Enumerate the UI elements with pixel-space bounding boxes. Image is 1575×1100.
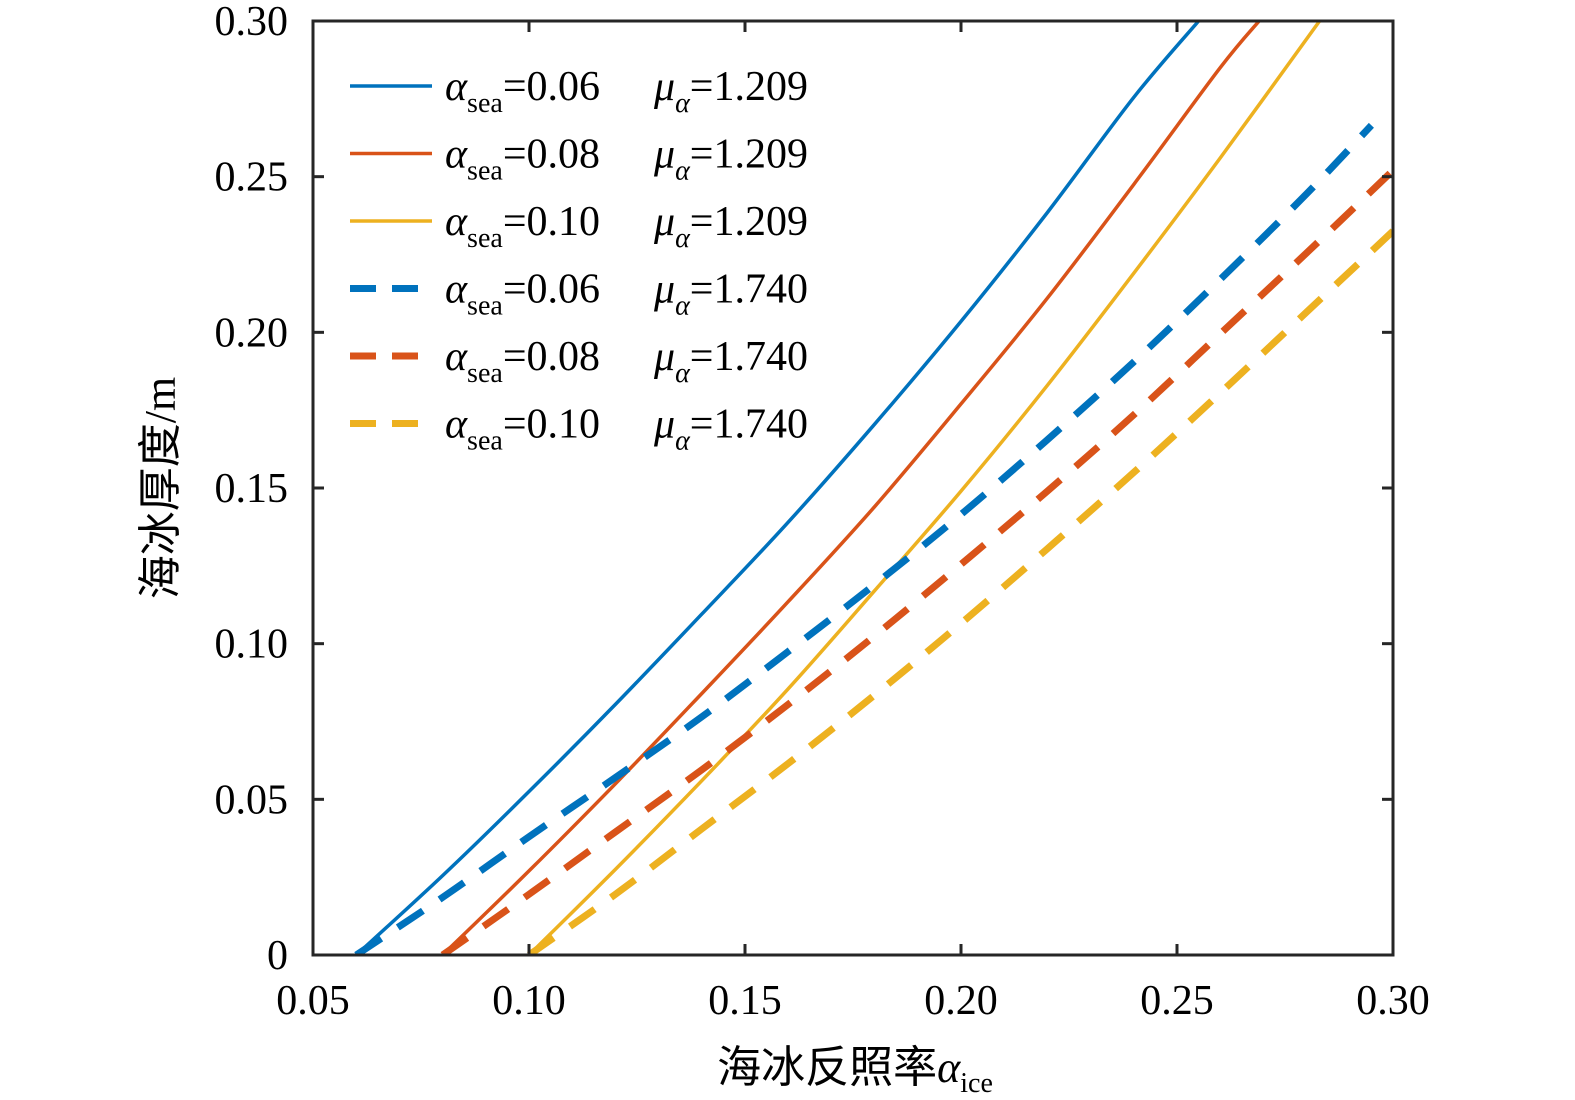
x-tick-label: 0.15 — [708, 978, 782, 1024]
series-line-4 — [354, 122, 1374, 955]
legend-label-5: αsea=0.08 μα=1.740 — [445, 334, 808, 389]
x-axis-label: 海冰反照率αice — [717, 1043, 993, 1099]
x-tick-label: 0.20 — [924, 978, 998, 1024]
y-tick-label: 0.25 — [215, 155, 289, 201]
legend-label-2: αsea=0.08 μα=1.209 — [445, 132, 808, 187]
legend-label-1: αsea=0.06 μα=1.209 — [445, 64, 808, 119]
series-line-5 — [440, 167, 1393, 955]
x-tick-label: 0.05 — [276, 978, 350, 1024]
series-layer — [354, 21, 1393, 955]
legend-label-4: αsea=0.06 μα=1.740 — [445, 267, 808, 322]
y-tick-label: 0.15 — [215, 466, 289, 512]
y-tick-label: 0.20 — [215, 310, 289, 356]
legend: αsea=0.06 μα=1.209 αsea=0.08 μα=1.209 αsea=0… — [350, 64, 808, 457]
series-line-1 — [355, 21, 1200, 955]
series-line-2 — [441, 21, 1261, 955]
x-tick-label: 0.10 — [492, 978, 566, 1024]
y-tick-label: 0.05 — [215, 777, 289, 823]
x-tick-label: 0.25 — [1140, 978, 1214, 1024]
y-tick-label: 0.30 — [215, 0, 289, 45]
y-axis-title: 海冰厚度/m — [136, 377, 185, 599]
plot-background — [313, 21, 1393, 955]
plot-frame — [311, 19, 1395, 957]
ticks-layer: 0.05 0.10 0.15 0.20 0.25 0.3000.050.100.150.2… — [215, 0, 1430, 1024]
x-axis-title: 海冰反照率αice — [717, 1043, 993, 1099]
y-tick-label: 0 — [267, 933, 288, 979]
y-tick-label: 0.10 — [215, 622, 289, 668]
legend-label-6: αsea=0.10 μα=1.740 — [445, 402, 808, 457]
series-line-3 — [527, 21, 1322, 955]
x-tick-label: 0.30 — [1356, 978, 1430, 1024]
y-axis-label: 海冰厚度/m — [136, 377, 185, 599]
series-line-6 — [526, 228, 1393, 955]
legend-label-3: αsea=0.10 μα=1.209 — [445, 199, 808, 254]
